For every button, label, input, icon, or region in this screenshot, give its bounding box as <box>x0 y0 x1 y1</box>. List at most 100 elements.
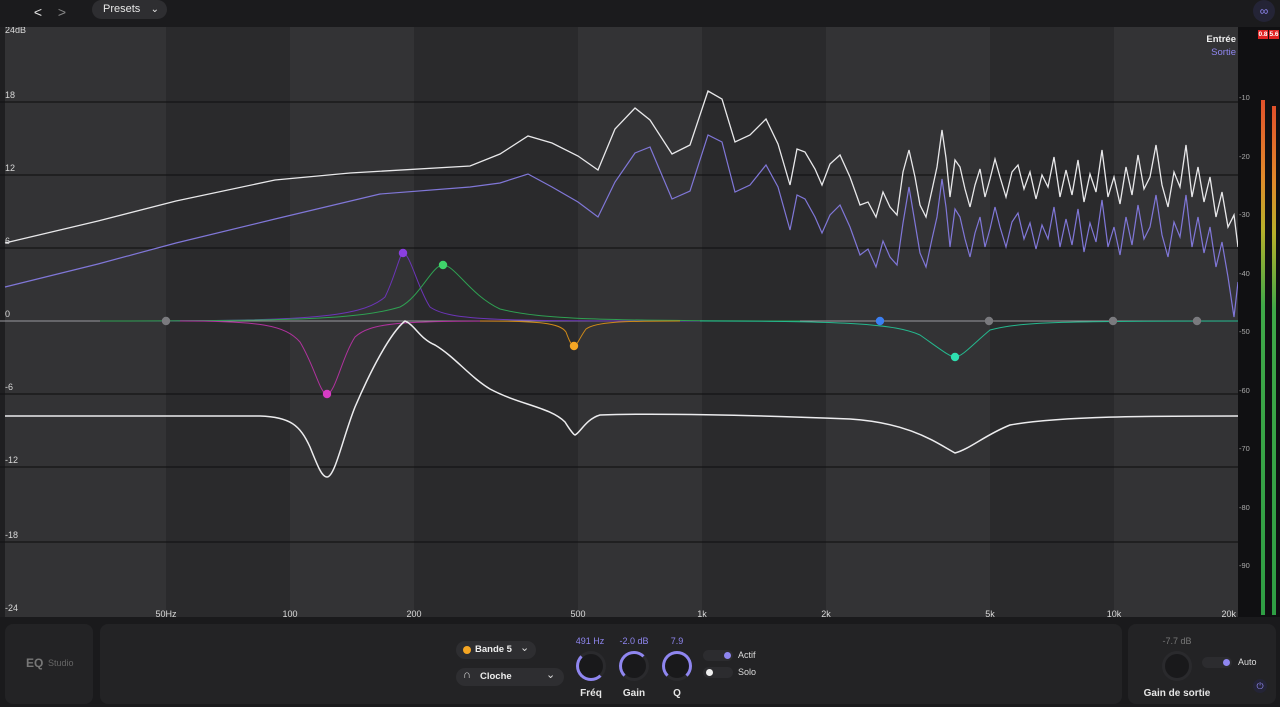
frequency-label: 50Hz <box>155 609 177 617</box>
band-color-dot <box>463 646 471 654</box>
output-gain-knob[interactable] <box>1162 651 1192 681</box>
meter-scale-label: -40 <box>1239 268 1250 278</box>
q-value: 7.9 <box>670 636 684 646</box>
band-controls-panel: Bande 5 ⌄ ∩ Cloche ⌄ 491 Hz -2.0 dB 7.9 … <box>100 624 1122 704</box>
frequency-label: 1k <box>697 609 707 617</box>
legend-input: Entrée <box>1206 34 1236 45</box>
band-handle[interactable] <box>950 352 960 362</box>
active-toggle[interactable] <box>703 650 733 661</box>
db-label: 18 <box>5 90 15 100</box>
gain-label: Gain <box>622 688 646 699</box>
db-gridlines <box>0 101 1238 543</box>
frequency-label: 10k <box>1107 609 1122 617</box>
freq-label: Fréq <box>580 688 602 699</box>
meter-bar-left <box>1261 100 1265 615</box>
db-label: 12 <box>5 163 15 173</box>
link-icon[interactable]: ∞ <box>1253 0 1275 22</box>
meter-scale-label: -10 <box>1239 93 1250 102</box>
db-label: -18 <box>5 530 18 540</box>
meter-scale-label: -30 <box>1239 210 1250 219</box>
filter-shape-label: Cloche <box>480 671 512 682</box>
active-label: Actif <box>738 650 756 660</box>
db-label: 6 <box>5 236 10 246</box>
toggle-knob <box>706 669 713 676</box>
power-icon[interactable]: ⏻ <box>1253 679 1267 693</box>
band-handle[interactable] <box>1108 316 1118 326</box>
meter-scale-label: -60 <box>1239 385 1250 395</box>
db-label: -24 <box>5 603 18 613</box>
band-handle[interactable] <box>984 316 994 326</box>
meter-scale-label: -80 <box>1239 502 1250 512</box>
top-toolbar: < > Presets ⌄ ∞ <box>0 0 1280 27</box>
frequency-band-stripe <box>578 27 702 617</box>
band-handle[interactable] <box>322 389 332 399</box>
q-label: Q <box>673 688 681 699</box>
meter-scale-label: -90 <box>1239 561 1250 570</box>
toggle-knob <box>724 652 731 659</box>
presets-label: Presets <box>103 3 141 15</box>
frequency-label: 200 <box>406 609 421 617</box>
chevron-down-icon: ⌄ <box>520 642 530 654</box>
db-label: 24dB <box>5 27 26 35</box>
auto-label: Auto <box>1238 657 1257 667</box>
filter-shape-selector[interactable]: ∩ Cloche ⌄ <box>456 668 564 686</box>
q-knob[interactable] <box>662 651 692 681</box>
bottom-panel: EQ Studio Bande 5 ⌄ ∩ Cloche ⌄ 491 Hz -2… <box>0 617 1280 707</box>
freq-value: 491 Hz <box>575 636 605 646</box>
db-axis-labels: 24dB 18 12 6 0 -6 -12 -18 -24 <box>5 27 26 613</box>
band-handle[interactable] <box>438 260 448 270</box>
band-handles <box>161 248 1202 399</box>
solo-toggle[interactable] <box>703 667 733 678</box>
frequency-axis-labels: 50Hz 100 200 500 1k 2k 5k 10k 20k <box>155 609 1236 617</box>
chevron-down-icon: ⌄ <box>150 4 159 15</box>
freq-knob[interactable] <box>576 651 606 681</box>
band-handle[interactable] <box>569 341 579 351</box>
band-handle[interactable] <box>875 316 885 326</box>
db-label: 0 <box>5 309 10 319</box>
bell-shape-icon: ∩ <box>463 669 471 681</box>
brand-panel: EQ Studio <box>5 624 93 704</box>
frequency-label: 20k <box>1221 609 1236 617</box>
frequency-band-stripe <box>5 27 166 617</box>
solo-label: Solo <box>738 667 757 677</box>
forward-button[interactable]: > <box>57 4 67 20</box>
band-handle[interactable] <box>398 248 408 258</box>
graph-margin <box>0 27 5 617</box>
band-handle[interactable] <box>161 316 171 326</box>
input-spectrum-line <box>4 90 1238 248</box>
meter-scale-label: -20 <box>1239 151 1250 161</box>
meter-bar-right <box>1272 106 1276 615</box>
toggle-knob <box>1223 659 1230 666</box>
meter-scale-label: -50 <box>1239 327 1250 336</box>
band-selector[interactable]: Bande 5 ⌄ <box>456 641 536 659</box>
band-handle[interactable] <box>1192 316 1202 326</box>
level-meters: 0.8 5.6 -10 -20 -30 -40 -50 -60 -70 -80 -90 <box>1238 27 1280 617</box>
presets-dropdown[interactable]: Presets ⌄ <box>92 0 167 19</box>
back-button[interactable]: < <box>33 4 43 20</box>
brand-logo-studio: Studio <box>48 658 74 668</box>
db-label: -6 <box>5 382 13 392</box>
gain-knob[interactable] <box>619 651 649 681</box>
frequency-band-stripe <box>1114 27 1238 617</box>
frequency-label: 2k <box>821 609 831 617</box>
output-panel: -7.7 dB Gain de sortie Auto ⏻ <box>1128 624 1276 704</box>
frequency-band-stripe <box>826 27 990 617</box>
frequency-band-stripe <box>290 27 414 617</box>
combined-eq-curve <box>5 320 1238 478</box>
frequency-label: 5k <box>985 609 995 617</box>
meter-peak-left: 0.8 <box>1258 30 1268 39</box>
output-gain-value: -7.7 dB <box>1162 636 1192 646</box>
legend-output: Sortie <box>1211 47 1236 58</box>
output-gain-label: Gain de sortie <box>1143 688 1211 699</box>
auto-toggle[interactable] <box>1202 657 1232 668</box>
frequency-label: 100 <box>282 609 297 617</box>
band-selector-label: Bande 5 <box>475 644 512 655</box>
frequency-label: 500 <box>570 609 585 617</box>
output-spectrum-line <box>4 134 1238 318</box>
chevron-down-icon: ⌄ <box>546 669 556 681</box>
gain-value: -2.0 dB <box>619 636 649 646</box>
db-label: -12 <box>5 455 18 465</box>
brand-logo-eq: EQ <box>26 656 44 670</box>
meter-scale-label: -70 <box>1239 444 1250 453</box>
